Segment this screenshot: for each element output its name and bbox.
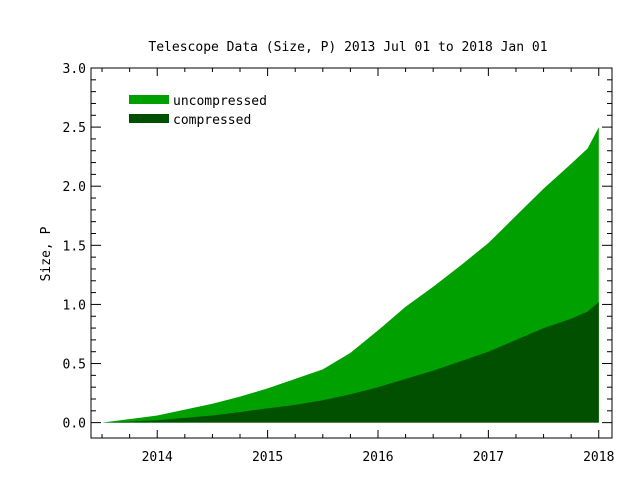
y-tick-label: 0.0 <box>63 417 86 432</box>
x-tick-label: 2016 <box>362 450 393 465</box>
y-tick-label: 1.0 <box>63 298 86 313</box>
chart-title: Telescope Data (Size, P) 2013 Jul 01 to … <box>148 40 547 55</box>
y-tick-label: 3.0 <box>63 62 86 77</box>
legend: uncompressed compressed <box>129 94 267 128</box>
y-axis-label: Size, P <box>39 226 54 281</box>
plot-area <box>102 127 599 423</box>
legend-label-compressed: compressed <box>173 113 251 128</box>
axes: 2014 2015 2016 2017 2018 0.0 0.5 1.0 1.5 2.0 2.5 3.… <box>63 62 615 465</box>
x-tick-label: 2015 <box>252 450 283 465</box>
legend-label-uncompressed: uncompressed <box>173 94 267 109</box>
series-area-uncompressed <box>102 127 599 423</box>
legend-swatch-uncompressed <box>129 95 169 104</box>
x-tick-label: 2017 <box>473 450 504 465</box>
plot-frame <box>90 67 613 439</box>
legend-swatch-compressed <box>129 114 169 123</box>
y-tick-label: 0.5 <box>63 358 86 373</box>
y-tick-label: 2.5 <box>63 121 86 136</box>
x-tick-label: 2018 <box>583 450 614 465</box>
y-tick-label: 1.5 <box>63 239 86 254</box>
x-tick-label: 2014 <box>142 450 173 465</box>
y-tick-label: 2.0 <box>63 180 86 195</box>
series-area-compressed <box>102 302 599 423</box>
